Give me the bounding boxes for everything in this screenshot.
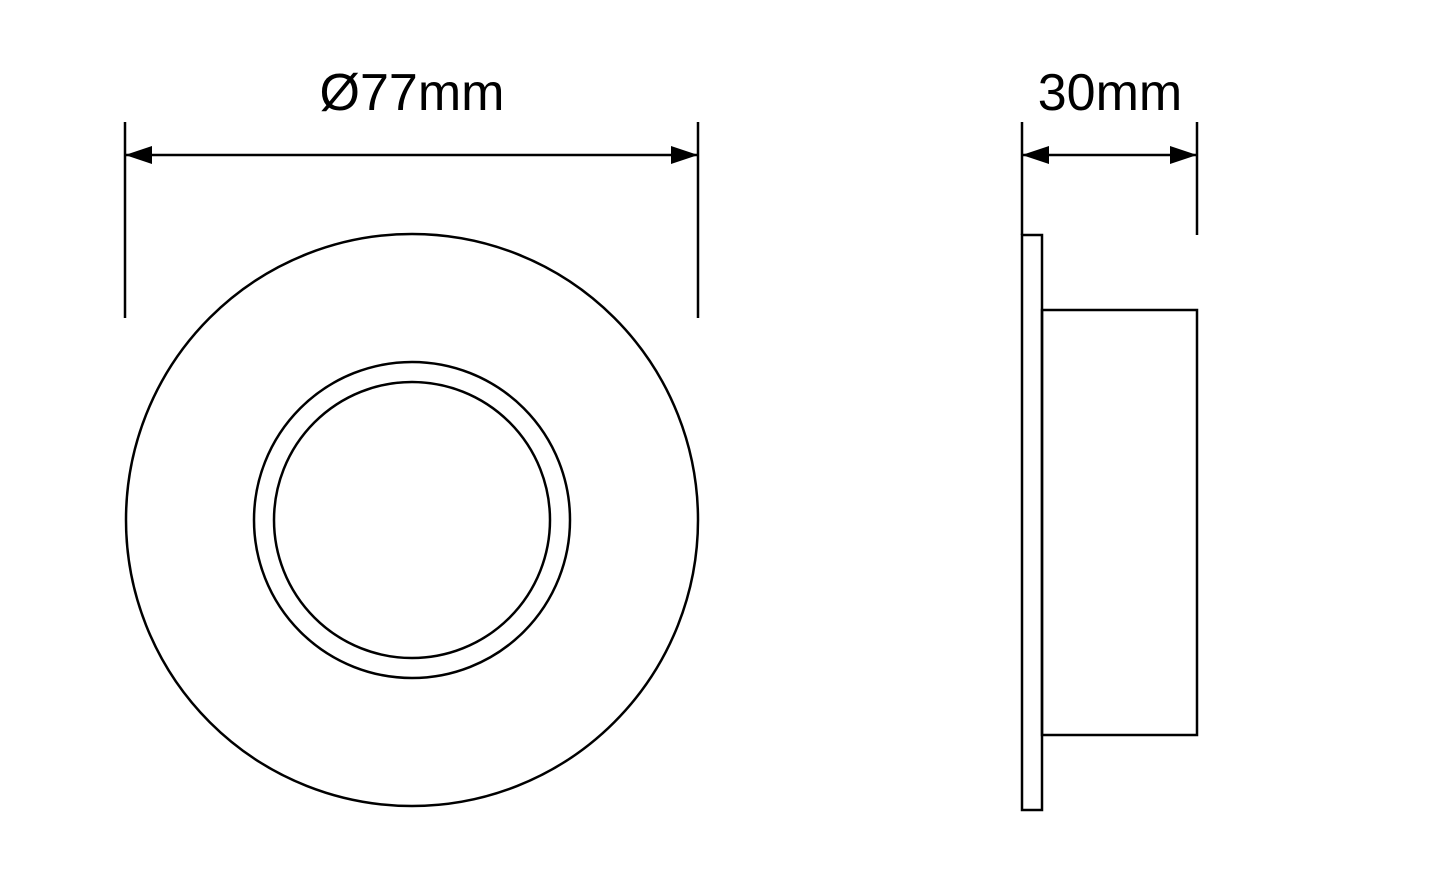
side-flange — [1022, 235, 1042, 810]
drawing-svg: Ø77mm 30mm — [0, 0, 1445, 891]
front-dimension-label: Ø77mm — [320, 64, 505, 122]
side-dimension-label: 30mm — [1038, 64, 1182, 122]
side-body — [1042, 310, 1197, 735]
outer-circle — [126, 234, 698, 806]
side-view: 30mm — [1022, 64, 1197, 810]
technical-drawing: Ø77mm 30mm — [0, 0, 1445, 891]
front-view: Ø77mm — [125, 64, 698, 806]
inner-circle-inner — [274, 382, 550, 658]
side-arrow-right — [1170, 146, 1197, 164]
side-dimension: 30mm — [1022, 64, 1197, 235]
front-arrow-right — [671, 146, 698, 164]
inner-circle-outer — [254, 362, 570, 678]
front-dimension: Ø77mm — [125, 64, 698, 318]
side-arrow-left — [1022, 146, 1049, 164]
front-arrow-left — [125, 146, 152, 164]
